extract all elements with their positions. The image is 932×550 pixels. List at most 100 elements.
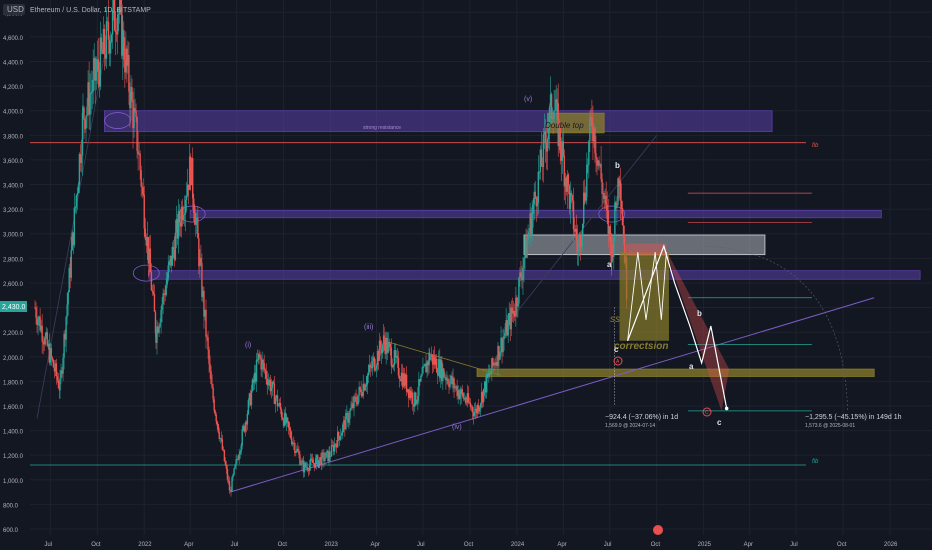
candle-body bbox=[400, 372, 403, 381]
currency-badge[interactable]: USD bbox=[7, 5, 24, 14]
candle-body bbox=[252, 379, 255, 383]
candle-body bbox=[248, 393, 251, 401]
y-tick-label: 1,200.0 bbox=[3, 454, 24, 460]
candle-body bbox=[432, 356, 435, 365]
highlight-ellipse bbox=[104, 112, 132, 129]
candle-body bbox=[267, 381, 269, 386]
candle-body bbox=[50, 348, 53, 358]
candle-body bbox=[441, 360, 443, 382]
candle-body bbox=[211, 383, 213, 388]
candle-body bbox=[200, 257, 202, 264]
x-tick-label: Oct bbox=[91, 542, 101, 548]
candle-body bbox=[156, 326, 158, 343]
candle-body bbox=[343, 420, 345, 425]
candle-body bbox=[146, 237, 148, 246]
candle-body bbox=[304, 463, 307, 468]
candle-body bbox=[324, 458, 326, 462]
candle-body bbox=[116, 14, 119, 35]
candle-body bbox=[532, 204, 534, 215]
candle-body bbox=[496, 362, 498, 367]
candle-body bbox=[311, 459, 314, 464]
x-tick-label: Jul bbox=[231, 542, 239, 548]
candle-body bbox=[431, 354, 434, 365]
candle-body bbox=[568, 185, 571, 209]
candle-body bbox=[427, 361, 429, 366]
candle-body bbox=[222, 449, 225, 451]
candle-body bbox=[166, 278, 168, 285]
candle-body bbox=[375, 365, 378, 369]
candle-body bbox=[491, 358, 493, 373]
candle-body bbox=[105, 21, 108, 59]
candle-body bbox=[567, 174, 570, 186]
candle-body bbox=[230, 490, 232, 492]
candle-body bbox=[169, 255, 171, 262]
candle-body bbox=[283, 412, 286, 426]
label-c-left: c bbox=[614, 345, 619, 354]
candle-body bbox=[107, 21, 110, 40]
candle-body bbox=[404, 374, 407, 386]
time-axis[interactable]: Jul Oct 2022 Apr Jul Oct 2023 Apr Jul Oct 2024 Apr J… bbox=[44, 542, 898, 548]
candle-body bbox=[299, 454, 301, 465]
candle-body bbox=[508, 313, 510, 321]
candle-body bbox=[528, 231, 530, 236]
candle-body bbox=[128, 55, 130, 92]
zone-purple bbox=[148, 270, 921, 280]
candle-body bbox=[576, 239, 579, 251]
candle-body bbox=[84, 119, 86, 129]
candle-body bbox=[80, 155, 83, 163]
candle-body bbox=[319, 457, 321, 461]
candle-body bbox=[185, 195, 188, 200]
candle-body bbox=[542, 134, 545, 168]
y-tick-label: 2,600.0 bbox=[3, 282, 24, 288]
price-badge: 2,430.0 bbox=[2, 304, 25, 311]
candle-body bbox=[244, 422, 247, 432]
candle-body bbox=[498, 345, 500, 360]
candle-body bbox=[606, 204, 608, 211]
candle-body bbox=[72, 232, 74, 246]
candle-body bbox=[168, 261, 170, 266]
highlight-ellipse bbox=[598, 205, 626, 223]
candle-body bbox=[415, 392, 417, 404]
candle-body bbox=[60, 370, 62, 379]
candle-body bbox=[351, 403, 353, 408]
candle-body bbox=[609, 226, 611, 241]
candle-body bbox=[49, 348, 52, 363]
candle-body bbox=[115, 32, 118, 35]
candle-body bbox=[340, 435, 342, 440]
candle-body bbox=[378, 340, 381, 361]
candle-body bbox=[174, 232, 177, 260]
candle-body bbox=[455, 386, 457, 388]
candle-body bbox=[500, 337, 502, 353]
candle-body bbox=[306, 466, 309, 471]
candle-body bbox=[285, 417, 288, 424]
candle-body bbox=[484, 381, 486, 389]
zone-purple bbox=[189, 209, 882, 219]
currency-badge-bg[interactable] bbox=[3, 4, 25, 15]
candle-body bbox=[414, 392, 416, 407]
candle-body bbox=[321, 452, 323, 466]
candle-body bbox=[113, 0, 116, 31]
candle-body bbox=[216, 421, 218, 425]
candle-body bbox=[469, 402, 472, 407]
candle-body bbox=[137, 151, 139, 154]
circle-a-label: A bbox=[616, 359, 620, 365]
candle-body bbox=[436, 358, 438, 373]
candle-body bbox=[327, 450, 329, 462]
candle-body bbox=[261, 359, 263, 370]
alert-icon[interactable] bbox=[653, 525, 663, 535]
candle-body bbox=[553, 110, 555, 120]
candle-body bbox=[63, 333, 65, 358]
candle-body bbox=[428, 352, 431, 360]
candle-body bbox=[357, 395, 359, 405]
y-tick-label: 4,200.0 bbox=[3, 85, 24, 91]
candle-body bbox=[320, 457, 322, 466]
candle-body bbox=[561, 141, 563, 161]
x-tick-label: Jul bbox=[44, 542, 52, 548]
candle-body bbox=[254, 372, 257, 382]
candle-body bbox=[390, 347, 392, 366]
candle-body bbox=[111, 9, 114, 35]
candle-body bbox=[402, 373, 405, 387]
candle-body bbox=[467, 393, 470, 402]
correction-zigzag bbox=[627, 252, 667, 341]
